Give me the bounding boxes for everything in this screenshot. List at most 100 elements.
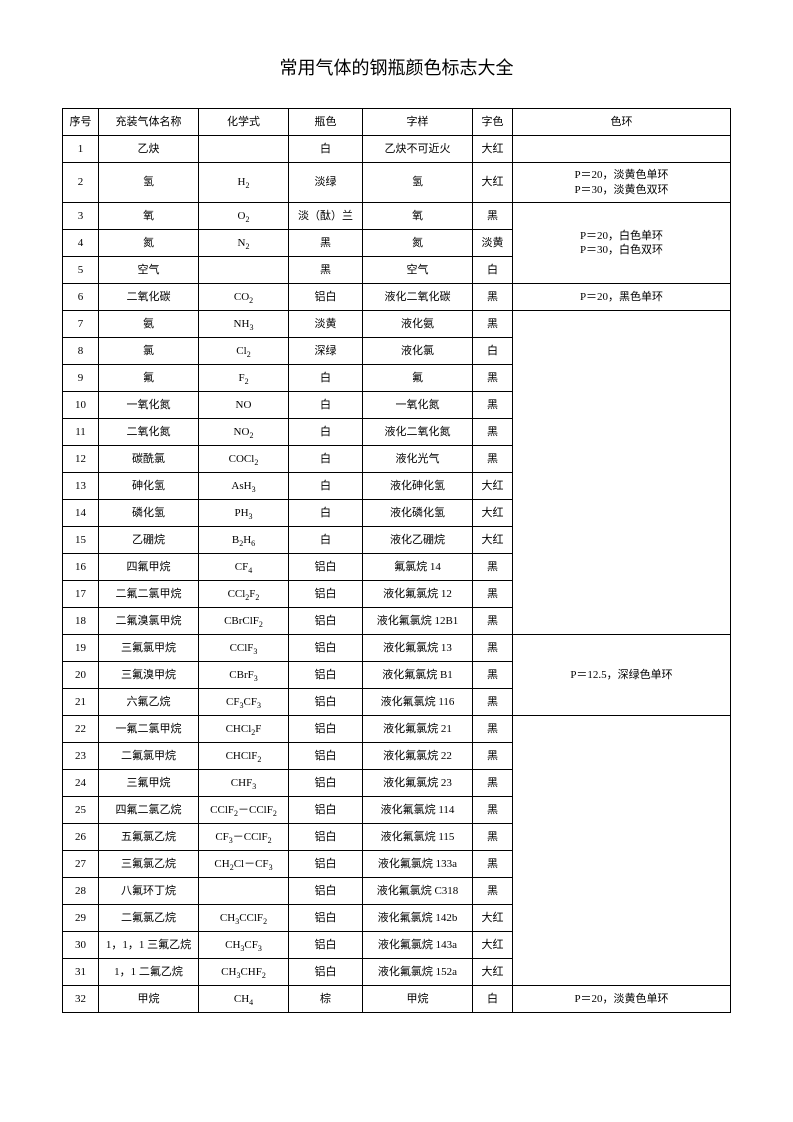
cell-bottle: 铝白 [289, 878, 363, 905]
cell-label: 液化砷化氢 [363, 473, 473, 500]
cell-formula: H2 [199, 163, 289, 203]
cell-formula: CH2Cl－CF3 [199, 851, 289, 878]
cell-formula: CHCl2F [199, 716, 289, 743]
cell-index: 9 [63, 365, 99, 392]
cell-index: 15 [63, 527, 99, 554]
cell-ring [513, 716, 731, 986]
cell-index: 12 [63, 446, 99, 473]
cell-bottle: 铝白 [289, 662, 363, 689]
gas-cylinder-table: 序号 充装气体名称 化学式 瓶色 字样 字色 色环 1乙炔白乙炔不可近火大红2氢… [62, 108, 731, 1013]
cell-index: 24 [63, 770, 99, 797]
cell-text: 黑 [473, 392, 513, 419]
cell-label: 液化氟氯烷 143a [363, 932, 473, 959]
table-body: 1乙炔白乙炔不可近火大红2氢H2淡绿氢大红P＝20，淡黄色单环P＝30，淡黄色双… [63, 136, 731, 1013]
cell-ring: P＝20，淡黄色单环 [513, 986, 731, 1013]
cell-text: 黑 [473, 419, 513, 446]
cell-text: 白 [473, 986, 513, 1013]
cell-label: 空气 [363, 257, 473, 284]
cell-text: 黑 [473, 851, 513, 878]
cell-name: 砷化氢 [99, 473, 199, 500]
cell-bottle: 淡绿 [289, 163, 363, 203]
cell-ring: P＝12.5，深绿色单环 [513, 635, 731, 716]
cell-formula: NO2 [199, 419, 289, 446]
cell-formula [199, 257, 289, 284]
cell-bottle: 淡（酞）兰 [289, 203, 363, 230]
cell-name: 二氟二氯甲烷 [99, 581, 199, 608]
cell-formula: O2 [199, 203, 289, 230]
cell-bottle: 白 [289, 419, 363, 446]
cell-label: 液化氟氯烷 13 [363, 635, 473, 662]
cell-name: 二氧化碳 [99, 284, 199, 311]
cell-label: 氢 [363, 163, 473, 203]
col-bottle: 瓶色 [289, 109, 363, 136]
cell-name: 二氟氯甲烷 [99, 743, 199, 770]
cell-name: 氨 [99, 311, 199, 338]
cell-bottle: 黑 [289, 257, 363, 284]
cell-bottle: 铝白 [289, 851, 363, 878]
cell-bottle: 白 [289, 365, 363, 392]
table-row: 19三氟氯甲烷CClF3铝白液化氟氯烷 13黑P＝12.5，深绿色单环 [63, 635, 731, 662]
cell-formula: CH3CHF2 [199, 959, 289, 986]
cell-name: 氯 [99, 338, 199, 365]
cell-label: 氧 [363, 203, 473, 230]
cell-index: 10 [63, 392, 99, 419]
cell-label: 液化氟氯烷 142b [363, 905, 473, 932]
cell-text: 黑 [473, 878, 513, 905]
ring-line: P＝30，白色双环 [513, 243, 730, 257]
cell-text: 大红 [473, 959, 513, 986]
cell-index: 20 [63, 662, 99, 689]
table-row: 32甲烷CH4棕甲烷白P＝20，淡黄色单环 [63, 986, 731, 1013]
cell-label: 液化氟氯烷 21 [363, 716, 473, 743]
cell-index: 13 [63, 473, 99, 500]
cell-ring [513, 311, 731, 635]
cell-formula: CBrF3 [199, 662, 289, 689]
cell-label: 液化氟氯烷 12 [363, 581, 473, 608]
cell-label: 氮 [363, 230, 473, 257]
cell-index: 30 [63, 932, 99, 959]
cell-name: 氟 [99, 365, 199, 392]
cell-formula: COCl2 [199, 446, 289, 473]
cell-bottle: 铝白 [289, 635, 363, 662]
cell-text: 黑 [473, 311, 513, 338]
cell-text: 白 [473, 338, 513, 365]
cell-bottle: 铝白 [289, 905, 363, 932]
cell-label: 氟 [363, 365, 473, 392]
cell-text: 黑 [473, 554, 513, 581]
cell-index: 14 [63, 500, 99, 527]
cell-formula: CH3CClF2 [199, 905, 289, 932]
cell-text: 大红 [473, 905, 513, 932]
cell-label: 氟氯烷 14 [363, 554, 473, 581]
cell-name: 氮 [99, 230, 199, 257]
cell-bottle: 淡黄 [289, 311, 363, 338]
table-row: 6二氧化碳CO2铝白液化二氧化碳黑P＝20，黑色单环 [63, 284, 731, 311]
cell-label: 液化氨 [363, 311, 473, 338]
cell-name: 二氟溴氯甲烷 [99, 608, 199, 635]
cell-formula: CF3－CClF2 [199, 824, 289, 851]
cell-bottle: 铝白 [289, 284, 363, 311]
cell-index: 21 [63, 689, 99, 716]
cell-text: 大红 [473, 473, 513, 500]
ring-line: P＝20，白色单环 [513, 229, 730, 243]
table-row: 7氨NH3淡黄液化氨黑 [63, 311, 731, 338]
cell-index: 11 [63, 419, 99, 446]
cell-label: 液化二氧化碳 [363, 284, 473, 311]
cell-formula: CBrClF2 [199, 608, 289, 635]
cell-label: 一氧化氮 [363, 392, 473, 419]
ring-line: P＝20，淡黄色单环 [513, 992, 730, 1006]
cell-text: 黑 [473, 284, 513, 311]
cell-formula: N2 [199, 230, 289, 257]
cell-label: 液化氟氯烷 116 [363, 689, 473, 716]
col-index: 序号 [63, 109, 99, 136]
cell-index: 17 [63, 581, 99, 608]
cell-label: 液化氟氯烷 133a [363, 851, 473, 878]
page-title: 常用气体的钢瓶颜色标志大全 [62, 54, 731, 80]
cell-text: 黑 [473, 689, 513, 716]
cell-label: 液化氟氯烷 C318 [363, 878, 473, 905]
cell-index: 8 [63, 338, 99, 365]
cell-name: 乙炔 [99, 136, 199, 163]
cell-index: 3 [63, 203, 99, 230]
cell-name: 一氟二氯甲烷 [99, 716, 199, 743]
cell-text: 大红 [473, 527, 513, 554]
cell-bottle: 铝白 [289, 743, 363, 770]
cell-ring: P＝20，淡黄色单环P＝30，淡黄色双环 [513, 163, 731, 203]
